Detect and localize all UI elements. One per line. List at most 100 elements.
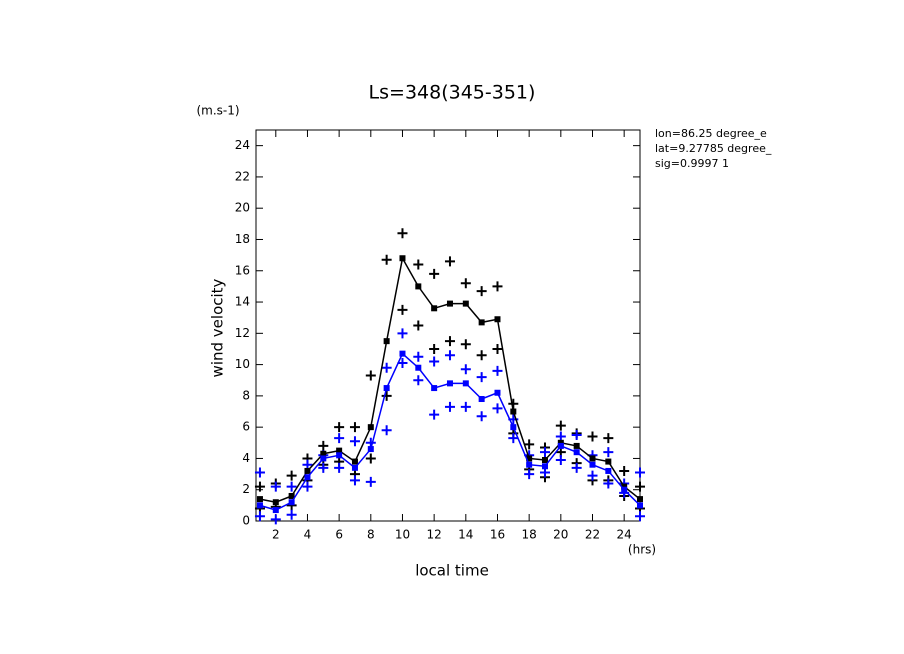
line-marker (304, 467, 311, 474)
line-marker (446, 380, 453, 387)
point (524, 439, 535, 450)
point (397, 228, 408, 239)
line-marker (367, 424, 374, 431)
point (429, 356, 440, 367)
line-marker (288, 499, 295, 506)
y-tick-label: 12 (235, 326, 250, 340)
line-marker (589, 455, 596, 462)
point (397, 358, 408, 369)
point (603, 478, 614, 489)
line-marker (557, 439, 564, 446)
y-tick-label: 22 (235, 169, 250, 183)
line-marker (336, 452, 343, 459)
x-tick-label: 8 (367, 528, 375, 542)
line-marker (589, 461, 596, 468)
point (635, 511, 645, 522)
y-tick-label: 10 (235, 357, 250, 371)
point (349, 475, 360, 486)
line-marker (446, 300, 453, 307)
point (492, 281, 503, 292)
point (460, 278, 471, 289)
point (476, 286, 487, 297)
point (286, 481, 297, 492)
point (460, 364, 471, 375)
line-marker (478, 396, 485, 403)
point (492, 403, 503, 414)
line-marker (478, 319, 485, 326)
line-marker (351, 458, 358, 465)
point (429, 343, 440, 354)
line-marker (510, 408, 517, 415)
point (365, 453, 376, 464)
point (492, 343, 503, 354)
point (508, 398, 519, 409)
point (397, 304, 408, 315)
line-marker (320, 450, 327, 457)
line-marker (415, 364, 422, 371)
point (603, 433, 614, 444)
point (587, 470, 598, 481)
x-axis-label: local time (415, 562, 489, 580)
line-marker (494, 389, 501, 396)
point (429, 268, 440, 279)
point (444, 336, 455, 347)
x-tick-label: 22 (585, 528, 600, 542)
point (476, 411, 487, 422)
point (635, 481, 645, 492)
point (318, 462, 329, 473)
line-marker (431, 305, 438, 312)
x-tick-label: 2 (272, 528, 280, 542)
line-marker (494, 316, 501, 323)
x-tick-label: 24 (617, 528, 632, 542)
point (254, 511, 265, 522)
point (476, 350, 487, 361)
point (460, 401, 471, 412)
line-marker (304, 474, 311, 481)
line-marker (573, 442, 580, 449)
line-marker (336, 447, 343, 454)
annotation: sig=0.9997 1 (655, 157, 729, 170)
line-marker (510, 424, 517, 431)
line-marker (557, 442, 564, 449)
line-marker (367, 446, 374, 453)
x-tick-label: 6 (335, 528, 343, 542)
x-tick-label: 4 (304, 528, 312, 542)
point (381, 390, 392, 401)
point (286, 470, 297, 481)
point (334, 433, 345, 444)
point (349, 436, 360, 447)
line-marker (637, 496, 643, 503)
x-unit: (hrs) (628, 543, 656, 557)
point (635, 467, 645, 478)
x-tick-label: 16 (490, 528, 505, 542)
line-marker (272, 507, 279, 514)
line-marker (621, 486, 628, 493)
point (334, 462, 345, 473)
point (555, 455, 566, 466)
x-tick-label: 10 (395, 528, 410, 542)
y-tick-label: 2 (242, 482, 250, 496)
point (334, 422, 345, 433)
point (444, 401, 455, 412)
y-tick-label: 4 (242, 451, 250, 465)
line-marker (541, 457, 548, 464)
line-marker (605, 458, 612, 465)
line-marker (637, 502, 643, 509)
point (508, 433, 519, 444)
point (460, 339, 471, 350)
annotations: lon=86.25 degree_e lat=9.27785 degree_ s… (655, 127, 772, 170)
line-marker (399, 255, 406, 262)
point (413, 320, 424, 331)
point (555, 420, 566, 431)
point (349, 422, 360, 433)
point (413, 375, 424, 386)
point (539, 447, 550, 458)
line (259, 352, 641, 511)
point (270, 514, 281, 525)
line-marker (541, 463, 548, 470)
y-tick-label: 14 (235, 295, 250, 309)
point (413, 351, 424, 362)
line-marker (256, 496, 263, 503)
line-marker (621, 483, 628, 490)
